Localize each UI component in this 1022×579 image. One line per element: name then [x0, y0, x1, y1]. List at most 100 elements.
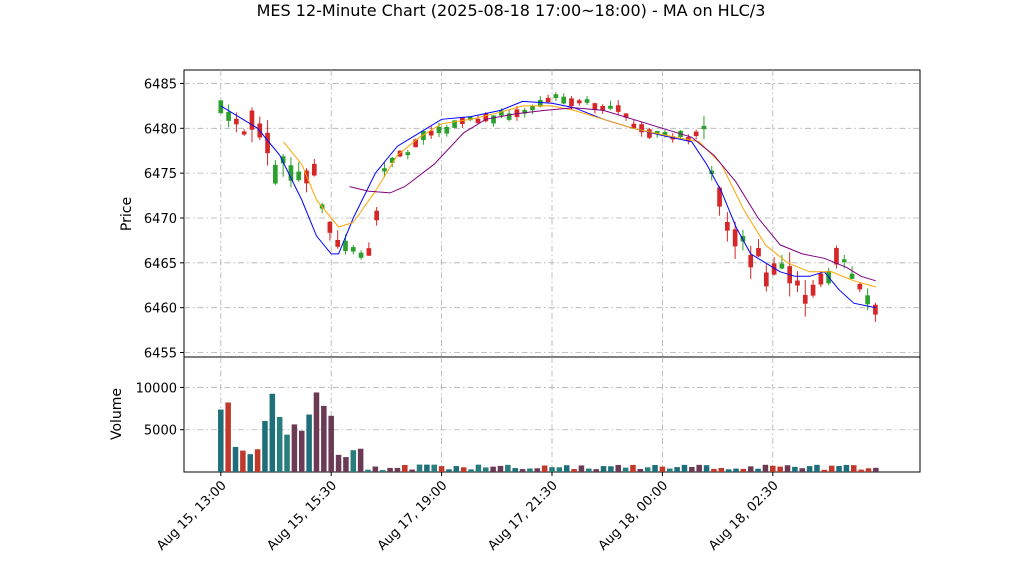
- price-y-tick-label: 6455: [144, 347, 177, 362]
- candle-body: [553, 94, 559, 99]
- price-y-tick-label: 6460: [144, 302, 177, 317]
- candle-body: [584, 99, 590, 103]
- volume-bar: [218, 409, 224, 472]
- candle-body: [327, 221, 333, 233]
- candle-body: [763, 272, 769, 287]
- volume-bar: [858, 469, 864, 472]
- candle-body: [366, 248, 372, 256]
- candle-body: [241, 131, 247, 135]
- volume-bar: [247, 454, 253, 472]
- volume-bar: [262, 420, 268, 472]
- candle-body: [545, 97, 551, 103]
- volume-bar: [725, 469, 732, 472]
- volume-bar: [505, 464, 511, 472]
- volume-bar: [814, 464, 820, 472]
- candle-body: [569, 98, 574, 107]
- volume-bar: [541, 465, 548, 472]
- candle-body: [818, 273, 824, 285]
- candle-body: [600, 105, 605, 111]
- candle-body: [841, 259, 847, 263]
- volume-bar: [652, 464, 658, 472]
- price-y-ticks: 6455 6460 6465 6470 6475 6480 6485: [144, 77, 184, 362]
- candle-body: [522, 110, 528, 114]
- volume-bar: [269, 393, 276, 472]
- volume-bar: [431, 464, 437, 472]
- volume-bar: [821, 469, 828, 472]
- candle-body: [693, 131, 699, 137]
- candle-body: [226, 111, 231, 121]
- candle-body: [444, 126, 450, 134]
- volume-bar: [740, 468, 747, 472]
- volume-bar: [571, 469, 577, 472]
- candle-body: [771, 263, 777, 275]
- ma-line: [283, 105, 876, 288]
- volume-bar: [549, 467, 555, 472]
- price-y-tick-label: 6480: [144, 122, 177, 137]
- candle-body: [389, 157, 395, 163]
- candle-body: [748, 254, 754, 268]
- volume-bar: [291, 424, 298, 472]
- price-y-tick-label: 6485: [144, 77, 177, 92]
- candle-body: [506, 113, 512, 120]
- volume-bar: [387, 467, 393, 472]
- volume-bar: [593, 469, 599, 472]
- volume-bar: [527, 468, 533, 472]
- candle-body: [756, 248, 761, 257]
- candle-body: [273, 164, 278, 184]
- candle-body: [802, 294, 808, 304]
- candle-body: [631, 123, 637, 129]
- candle-body: [779, 263, 785, 269]
- volume-bar: [313, 392, 320, 472]
- volume-bar: [232, 446, 239, 472]
- volume-bar: [306, 414, 312, 472]
- volume-bar: [622, 467, 629, 472]
- volume-bar: [777, 466, 783, 472]
- volume-bar: [394, 467, 401, 472]
- volume-bar: [733, 468, 739, 472]
- candle-body: [288, 165, 294, 181]
- volume-bar: [644, 467, 651, 472]
- price-y-tick-label: 6465: [144, 257, 177, 272]
- candle-body: [732, 229, 738, 247]
- volume-bar: [563, 465, 570, 472]
- volume-bar: [365, 469, 371, 472]
- candle-body: [834, 248, 839, 265]
- volume-bar: [512, 468, 518, 472]
- volume-bar: [453, 466, 460, 472]
- volume-panel: 5000 10000 Volume: [109, 356, 921, 473]
- candle-body: [452, 120, 457, 128]
- volume-bars: [218, 392, 879, 472]
- volume-bar: [475, 464, 482, 472]
- volume-bar: [357, 448, 364, 472]
- volume-bar: [254, 449, 261, 472]
- candle-body: [218, 100, 224, 114]
- volume-bar: [843, 464, 850, 472]
- volume-bar: [335, 454, 342, 472]
- candle-body: [249, 110, 255, 130]
- volume-bar: [615, 464, 621, 472]
- candle-body: [865, 295, 870, 305]
- candle-body: [686, 137, 691, 142]
- candle-body: [350, 247, 356, 252]
- volume-bar: [402, 464, 408, 472]
- volume-bar: [328, 415, 334, 472]
- candle-body: [849, 273, 855, 279]
- volume-bar: [438, 466, 445, 472]
- volume-bar: [276, 416, 283, 472]
- price-grid: [184, 70, 920, 357]
- volume-bar: [586, 468, 592, 472]
- volume-bar: [608, 466, 614, 472]
- volume-bar: [460, 467, 467, 472]
- candle-body: [280, 156, 286, 164]
- volume-bar: [637, 468, 644, 472]
- x-axis-ticks: Aug 15, 13:00 Aug 15, 15:30 Aug 17, 19:00 A…: [154, 472, 782, 554]
- volume-y-tick-label: 5000: [144, 424, 177, 439]
- volume-bar: [321, 405, 327, 472]
- volume-bar: [762, 464, 769, 472]
- volume-bar: [681, 464, 688, 472]
- candle-body: [265, 132, 270, 154]
- candle-body: [405, 152, 411, 156]
- volume-bar: [836, 465, 842, 472]
